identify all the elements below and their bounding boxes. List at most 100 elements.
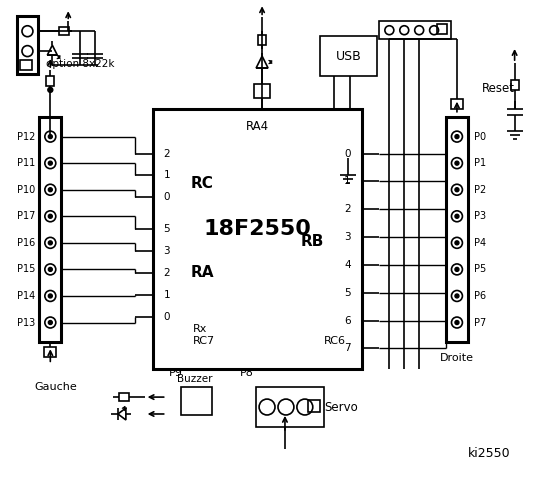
Circle shape [455,214,459,218]
Bar [254,84,270,98]
Bar [153,109,362,369]
Circle shape [451,317,462,328]
Text: Servo: Servo [325,400,358,414]
Text: P11: P11 [17,158,35,168]
Circle shape [451,238,462,248]
Circle shape [415,26,424,35]
Circle shape [451,211,462,222]
Text: P15: P15 [17,264,35,275]
Bar [258,35,266,45]
Text: Rx: Rx [192,324,207,335]
Text: RA: RA [190,265,214,280]
Circle shape [455,294,459,298]
Text: P17: P17 [17,211,35,221]
Bar [119,393,129,401]
Bar [181,387,212,415]
Circle shape [22,46,33,57]
Circle shape [451,158,462,168]
Text: P3: P3 [474,211,486,221]
Text: P16: P16 [17,238,35,248]
Text: ki2550: ki2550 [467,447,510,460]
Circle shape [455,161,459,165]
Circle shape [48,188,53,192]
Bar [446,117,468,342]
Circle shape [48,87,53,92]
Text: P6: P6 [474,291,486,301]
Text: P8: P8 [240,368,254,378]
Circle shape [430,26,439,35]
Circle shape [451,131,462,142]
Text: P12: P12 [17,132,35,142]
Circle shape [385,26,394,35]
Text: P2: P2 [474,185,486,195]
Circle shape [48,161,53,165]
Circle shape [48,241,53,245]
Text: 7: 7 [345,343,351,353]
Text: 18F2550: 18F2550 [203,219,311,239]
Bar [320,36,377,76]
Text: P14: P14 [17,291,35,301]
Bar [308,400,320,412]
Text: 2: 2 [163,148,170,158]
Bar [20,60,33,70]
Circle shape [278,399,294,415]
Circle shape [48,134,53,139]
Text: P4: P4 [474,238,486,248]
Circle shape [455,188,459,192]
Circle shape [48,294,53,298]
Circle shape [45,211,56,222]
Bar [451,99,463,109]
Text: Droite: Droite [440,353,474,363]
Circle shape [45,290,56,301]
Text: 5: 5 [163,224,170,234]
Bar [39,117,61,342]
Circle shape [451,184,462,195]
Text: RC6: RC6 [324,336,346,347]
Text: 0: 0 [163,312,170,322]
Circle shape [48,214,53,218]
Text: Gauche: Gauche [34,382,77,392]
Text: 3: 3 [163,246,170,256]
Circle shape [45,158,56,168]
Text: P7: P7 [474,317,486,327]
Circle shape [297,399,313,415]
Text: 1: 1 [345,176,351,186]
Text: 2: 2 [345,204,351,214]
Circle shape [45,264,56,275]
Circle shape [22,26,33,36]
Text: P5: P5 [474,264,486,275]
Circle shape [451,290,462,301]
Bar [59,27,69,35]
Bar [437,24,447,34]
Text: 0: 0 [345,148,351,158]
Text: 2: 2 [163,268,170,278]
Text: P0: P0 [474,132,486,142]
Text: 3: 3 [345,232,351,242]
Circle shape [259,399,275,415]
Circle shape [48,267,53,271]
Circle shape [45,131,56,142]
Text: Reset: Reset [482,83,515,96]
Bar [17,16,38,74]
Bar [44,348,56,357]
Circle shape [455,267,459,271]
Text: 1: 1 [163,170,170,180]
Text: 4: 4 [345,260,351,270]
Text: option 8x22k: option 8x22k [46,59,114,69]
Circle shape [400,26,409,35]
Circle shape [455,134,459,139]
Circle shape [45,317,56,328]
Text: P9: P9 [169,368,182,378]
Text: Buzzer: Buzzer [176,374,212,384]
Bar [379,21,451,39]
Text: USB: USB [336,49,362,62]
Text: 1: 1 [163,290,170,300]
Text: P10: P10 [17,185,35,195]
Text: 6: 6 [345,315,351,325]
Circle shape [451,264,462,275]
Circle shape [455,241,459,245]
Circle shape [45,184,56,195]
Bar [510,80,519,90]
Circle shape [48,321,53,324]
Text: 0: 0 [163,192,170,202]
